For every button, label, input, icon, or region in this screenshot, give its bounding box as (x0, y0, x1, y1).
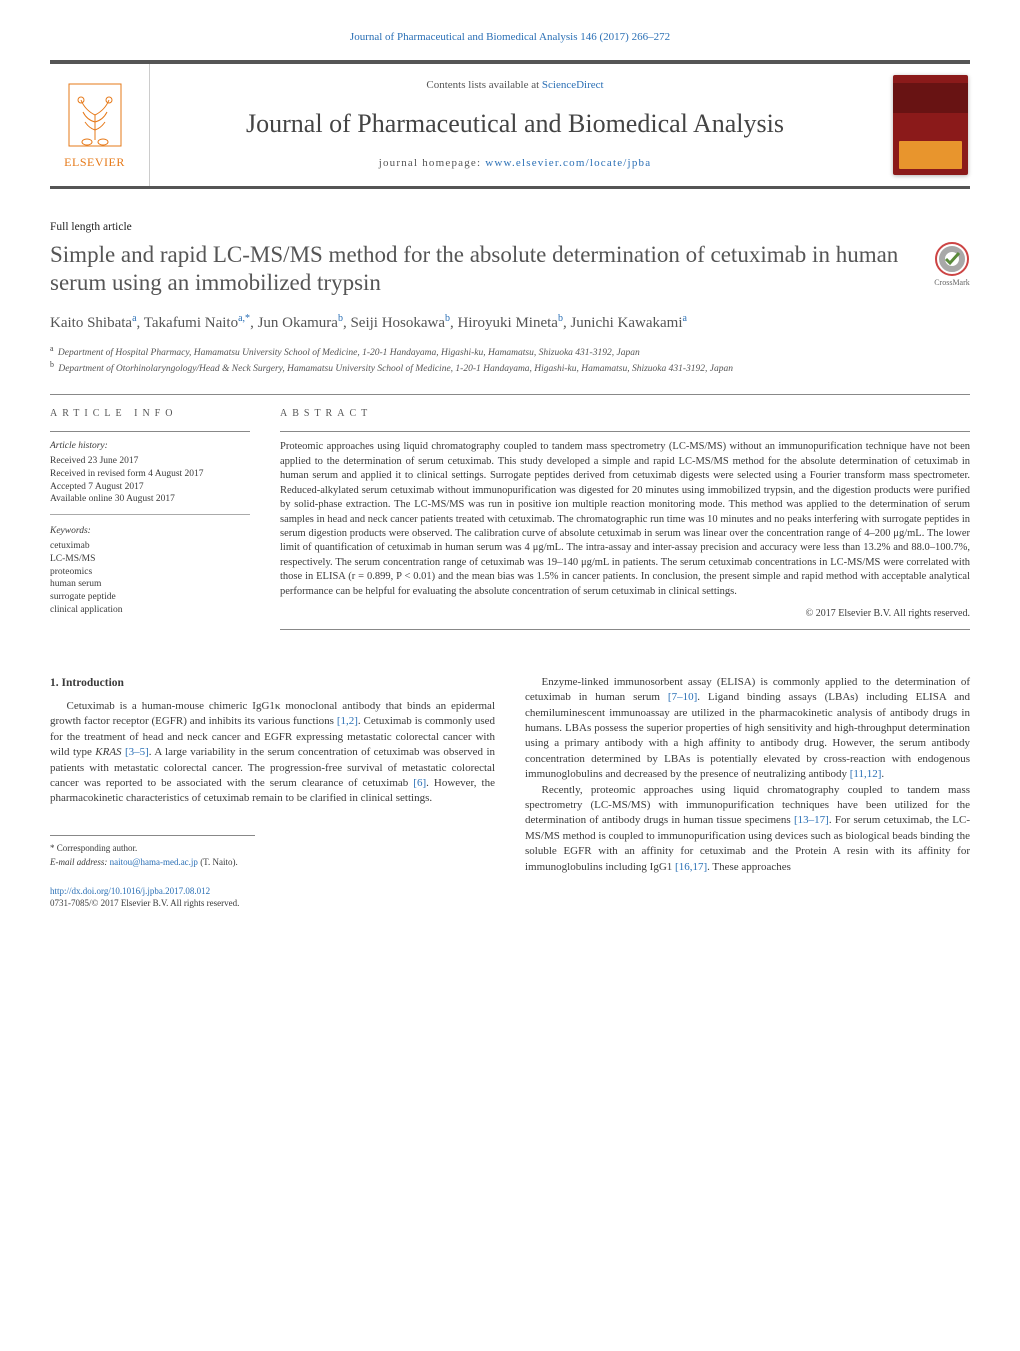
history-line: Accepted 7 August 2017 (50, 481, 250, 494)
email-link[interactable]: naitou@hama-med.ac.jp (110, 857, 198, 867)
keyword: surrogate peptide (50, 591, 250, 604)
header-citation: Journal of Pharmaceutical and Biomedical… (50, 30, 970, 45)
publisher-logo: ELSEVIER (50, 64, 150, 185)
article-history-block: Article history: Received 23 June 2017Re… (50, 440, 250, 515)
email-line: E-mail address: naitou@hama-med.ac.jp (T… (50, 856, 255, 869)
elsevier-tree-icon (65, 80, 125, 150)
affiliation-a: a Department of Hospital Pharmacy, Hamam… (50, 344, 970, 360)
article-title: Simple and rapid LC-MS/MS method for the… (50, 241, 914, 299)
keyword: proteomics (50, 566, 250, 579)
journal-cover-thumb (880, 64, 970, 185)
affiliation-b: b Department of Otorhinolaryngology/Head… (50, 360, 970, 376)
crossmark-badge[interactable]: CrossMark (934, 241, 970, 288)
body-paragraph: Enzyme-linked immunosorbent assay (ELISA… (525, 675, 970, 783)
history-line: Available online 30 August 2017 (50, 493, 250, 506)
publisher-name: ELSEVIER (64, 154, 125, 171)
header-citation-link[interactable]: Journal of Pharmaceutical and Biomedical… (350, 31, 670, 43)
right-column: Enzyme-linked immunosorbent assay (ELISA… (525, 675, 970, 910)
history-line: Received in revised form 4 August 2017 (50, 468, 250, 481)
contents-prefix: Contents lists available at (426, 79, 541, 91)
corresponding-author-label: * Corresponding author. (50, 842, 255, 855)
history-line: Received 23 June 2017 (50, 455, 250, 468)
keyword: clinical application (50, 604, 250, 617)
keywords-block: Keywords: cetuximabLC-MS/MSproteomicshum… (50, 525, 250, 625)
body-columns: 1. Introduction Cetuximab is a human-mou… (50, 675, 970, 910)
doi-link[interactable]: http://dx.doi.org/10.1016/j.jpba.2017.08… (50, 886, 210, 896)
body-paragraph: Cetuximab is a human-mouse chimeric IgG1… (50, 699, 495, 807)
article-type: Full length article (50, 219, 970, 235)
homepage-line: journal homepage: www.elsevier.com/locat… (170, 156, 860, 171)
issn-line: 0731-7085/© 2017 Elsevier B.V. All right… (50, 898, 239, 908)
keyword: cetuximab (50, 540, 250, 553)
history-label: Article history: (50, 440, 250, 453)
left-column: 1. Introduction Cetuximab is a human-mou… (50, 675, 495, 910)
keywords-label: Keywords: (50, 525, 250, 538)
keyword: human serum (50, 578, 250, 591)
masthead: ELSEVIER Contents lists available at Sci… (50, 60, 970, 188)
journal-name: Journal of Pharmaceutical and Biomedical… (170, 106, 860, 142)
info-heading: article info (50, 407, 250, 421)
email-label: E-mail address: (50, 857, 110, 867)
email-name: (T. Naito). (198, 857, 238, 867)
doi-block: http://dx.doi.org/10.1016/j.jpba.2017.08… (50, 885, 495, 910)
footnotes: * Corresponding author. E-mail address: … (50, 835, 255, 869)
crossmark-label: CrossMark (934, 277, 970, 288)
crossmark-icon (934, 241, 970, 277)
contents-line: Contents lists available at ScienceDirec… (170, 78, 860, 93)
abstract-heading: abstract (280, 407, 970, 421)
homepage-link[interactable]: www.elsevier.com/locate/jpba (485, 157, 651, 169)
authors-list: Kaito Shibataa, Takafumi Naitoa,*, Jun O… (50, 312, 970, 334)
homepage-prefix: journal homepage: (379, 157, 486, 169)
section-heading: 1. Introduction (50, 675, 495, 691)
body-paragraph: Recently, proteomic approaches using liq… (525, 783, 970, 875)
keyword: LC-MS/MS (50, 553, 250, 566)
sciencedirect-link[interactable]: ScienceDirect (542, 79, 604, 91)
affiliations: a Department of Hospital Pharmacy, Hamam… (50, 344, 970, 376)
abstract-column: abstract Proteomic approaches using liqu… (280, 407, 970, 635)
divider (50, 394, 970, 395)
abstract-text: Proteomic approaches using liquid chroma… (280, 440, 970, 599)
article-info-column: article info Article history: Received 2… (50, 407, 250, 635)
abstract-copyright: © 2017 Elsevier B.V. All rights reserved… (280, 607, 970, 621)
